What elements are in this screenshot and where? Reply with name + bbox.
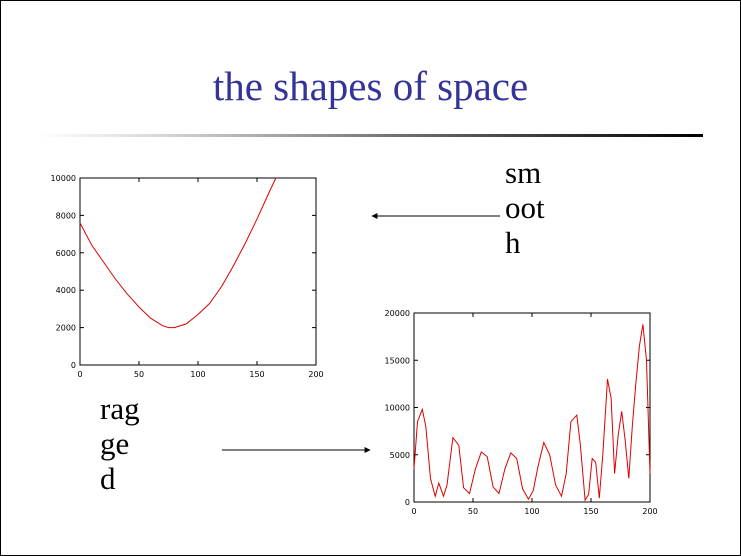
y-tick-label: 0 (71, 361, 76, 370)
x-tick-label: 150 (249, 370, 264, 379)
x-tick-label: 0 (411, 507, 416, 516)
y-tick-label: 5000 (390, 451, 410, 460)
x-tick-label: 200 (308, 370, 323, 379)
x-tick-label: 50 (468, 507, 478, 516)
y-tick-label: 6000 (56, 249, 76, 258)
smooth-label-line-3: h (505, 225, 521, 260)
y-tick-label: 4000 (56, 286, 76, 295)
ragged-label-line-1: rag (100, 391, 140, 426)
x-tick-label: 150 (583, 507, 598, 516)
ragged-chart: 0 50 100 150 200 0 5000 10000 15000 20000 (385, 309, 658, 516)
series-line (79, 177, 277, 329)
x-tick-label: 100 (524, 507, 539, 516)
plot-frame (413, 312, 651, 503)
title-divider (38, 134, 703, 137)
plot-frame (79, 177, 317, 366)
y-tick-label: 10000 (51, 174, 76, 183)
smooth-label: sm oot h (505, 155, 545, 260)
y-tick-label: 20000 (385, 309, 410, 318)
smooth-label-line-2: oot (505, 190, 545, 225)
y-tick-label: 10000 (385, 404, 410, 413)
y-tick-label: 0 (405, 498, 410, 507)
x-tick-label: 100 (190, 370, 205, 379)
ragged-label-line-3: d (100, 461, 116, 496)
series-line (413, 324, 651, 502)
y-tick-label: 8000 (56, 211, 76, 220)
x-tick-label: 0 (77, 370, 82, 379)
y-tick-label: 15000 (385, 356, 410, 365)
ragged-label-line-2: ge (100, 426, 130, 461)
ragged-label: rag ge d (100, 391, 140, 496)
smooth-label-line-1: sm (505, 155, 542, 190)
slide-title: the shapes of space (212, 63, 529, 109)
x-tick-label: 50 (134, 370, 144, 379)
x-tick-label: 200 (642, 507, 657, 516)
y-tick-label: 2000 (56, 324, 76, 333)
